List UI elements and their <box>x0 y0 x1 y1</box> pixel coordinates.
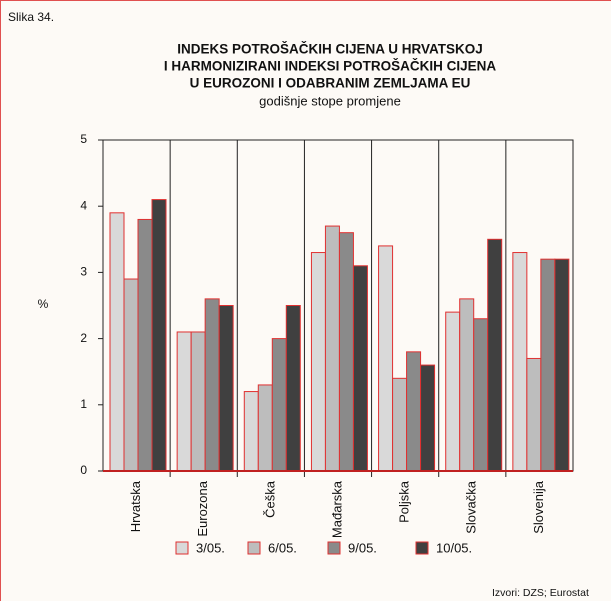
bar <box>123 278 139 472</box>
source: Izvori: DZS; Eurostat <box>492 587 589 599</box>
bar <box>257 384 273 472</box>
x-tick-label: Slovačka <box>464 480 479 534</box>
legend-swatch <box>327 541 341 555</box>
bar <box>218 305 234 472</box>
bar <box>324 225 340 472</box>
figure-label: Slika 34. <box>8 10 54 24</box>
legend-swatch <box>415 541 429 555</box>
bar <box>176 331 192 472</box>
chart-title: U EUROZONI I ODABRANIM ZEMLJAMA EU <box>190 76 471 91</box>
bar <box>540 258 556 472</box>
bar <box>338 232 354 472</box>
legend-swatch <box>175 541 189 555</box>
y-tick-label: 3 <box>80 265 87 279</box>
legend-label: 6/05. <box>268 540 297 555</box>
y-tick-label: 4 <box>80 198 87 212</box>
bar <box>378 245 394 472</box>
x-tick-label: Hrvatska <box>128 480 143 532</box>
y-axis-label: % <box>38 297 49 311</box>
chart-subtitle: godišnje stope promjene <box>259 93 401 108</box>
bar <box>271 338 287 472</box>
bar <box>406 351 422 472</box>
x-tick-label: Mađarska <box>329 480 344 538</box>
x-tick-label: Slovenija <box>531 480 546 534</box>
chart-title: I HARMONIZIRANI INDEKSI POTROŠAČKIH CIJE… <box>164 59 497 74</box>
bar <box>392 377 408 472</box>
bar <box>190 331 206 472</box>
bar <box>473 318 489 472</box>
bar <box>526 357 542 472</box>
bar <box>151 199 167 472</box>
bar <box>109 212 125 472</box>
bar <box>512 252 528 472</box>
bar <box>243 391 259 472</box>
y-tick-label: 5 <box>80 132 87 146</box>
x-tick-label: Poljska <box>397 480 412 523</box>
y-tick-label: 1 <box>80 397 87 411</box>
bar <box>352 265 368 472</box>
bar <box>204 298 220 472</box>
bar <box>445 311 461 472</box>
chart-title: INDEKS POTROŠAČKIH CIJENA U HRVATSKOJ <box>177 42 483 57</box>
x-tick-label: Eurozona <box>195 480 210 536</box>
bar <box>459 298 475 472</box>
bar <box>554 258 570 472</box>
y-tick-label: 2 <box>80 331 87 345</box>
y-tick-label: 0 <box>80 463 87 477</box>
bar <box>487 238 503 472</box>
bar <box>420 364 436 472</box>
legend-label: 3/05. <box>196 540 225 555</box>
bar <box>285 305 301 472</box>
legend-swatch <box>247 541 261 555</box>
x-tick-label: Češka <box>262 480 277 518</box>
legend-label: 9/05. <box>348 540 377 555</box>
bar <box>310 252 326 472</box>
legend-label: 10/05. <box>436 540 472 555</box>
bar <box>137 218 153 472</box>
